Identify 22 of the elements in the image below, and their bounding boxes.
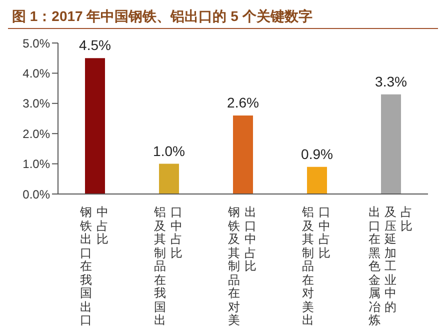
y-tick-label: 1.0% [22,157,50,172]
data-label: 0.9% [301,146,333,162]
bar [159,164,179,194]
chart-title: 图 1：2017 年中国钢铁、铝出口的 5 个关键数字 [8,8,438,29]
data-label: 3.3% [375,73,407,90]
data-label: 2.6% [227,94,259,110]
category-label: 出口在黑色金属冶炼及压延加工业中的占比 [368,205,412,327]
data-label: 1.0% [153,142,185,159]
category-label: 钢铁及其制品在对美出口中占比 [228,205,256,327]
bar [381,94,401,194]
category-label: 铝及其制品在我国出口中占比 [154,205,182,327]
category-label: 钢铁出口在我国出口中占比 [80,205,108,327]
data-label: 4.5% [79,37,111,54]
y-tick-label: 2.0% [22,126,50,141]
y-tick-label: 0.0% [22,187,50,202]
bar [85,58,105,194]
y-tick-label: 5.0% [22,36,50,50]
y-tick-label: 4.0% [22,66,50,80]
category-label: 铝及其制品在对美出口中占比 [302,205,330,327]
bar [233,115,253,194]
y-tick-label: 3.0% [22,96,50,111]
bar [307,166,327,194]
